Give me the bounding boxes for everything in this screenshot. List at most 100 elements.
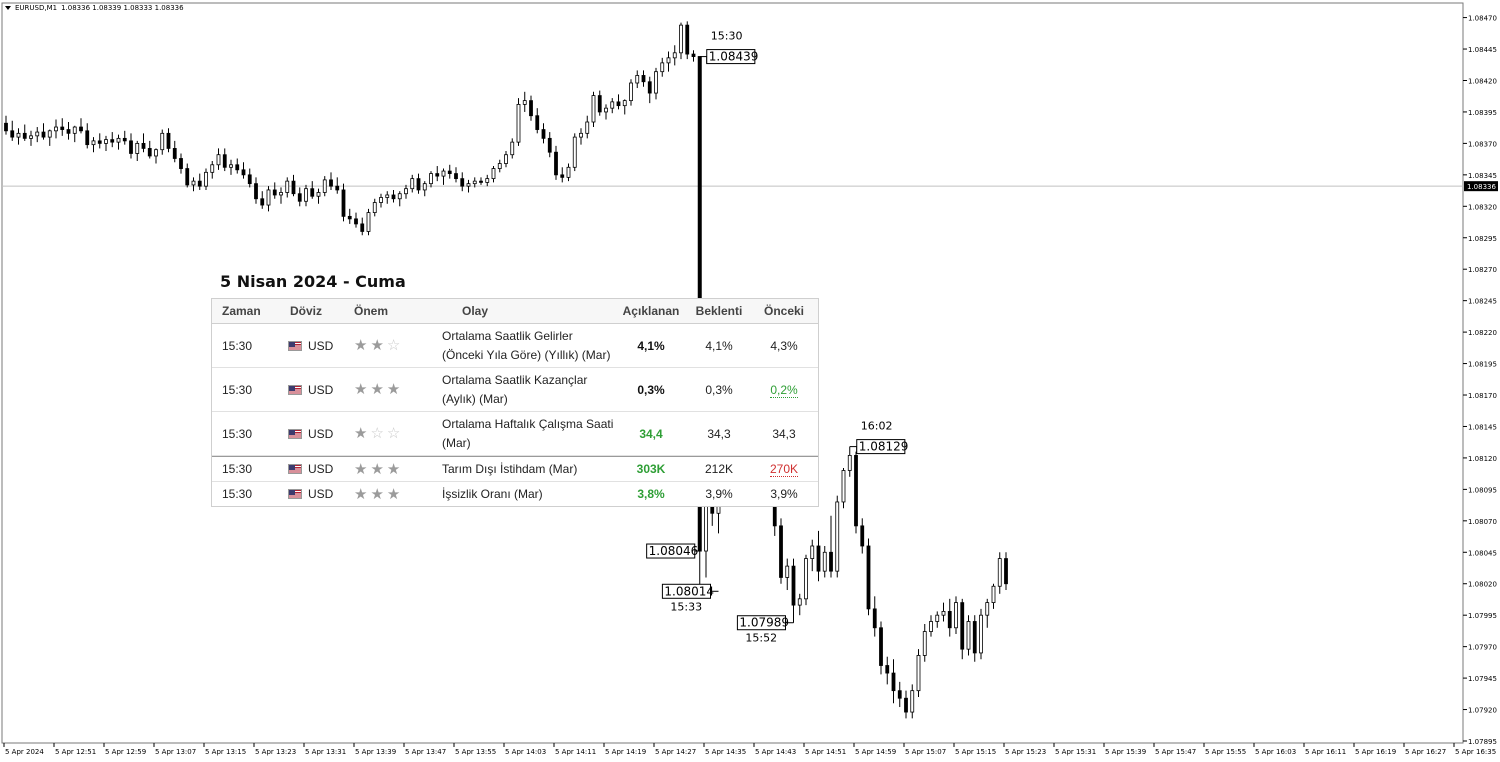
candle-down	[460, 178, 465, 187]
price-tick-label: 1.08120	[1468, 455, 1497, 463]
candle-down	[885, 665, 890, 674]
candle-down	[310, 188, 315, 197]
importance-stars: ★ ★ ★	[344, 487, 428, 502]
candle-up	[372, 202, 377, 213]
header-previous: Önceki	[763, 304, 805, 318]
previous-value-text: 4,3%	[770, 338, 798, 353]
currency-cell: USD	[274, 383, 344, 397]
importance-stars: ★ ☆ ☆	[344, 426, 428, 441]
candle-up	[910, 690, 915, 713]
currency-code: USD	[308, 426, 334, 441]
time-tick-label: 5 Apr 16:11	[1305, 748, 1346, 756]
previous-value: 34,3	[752, 427, 816, 441]
price-tick-label: 1.08445	[1468, 46, 1497, 54]
time-tick-label: 5 Apr 16:27	[1405, 748, 1446, 756]
candle-up	[954, 602, 958, 629]
event-name: Ortalama Saatlik Kazançlar (Aylık) (Mar)	[428, 371, 616, 409]
event-time-text: 15:30	[222, 382, 253, 397]
candle-down	[235, 164, 240, 171]
header-event: Olay	[462, 303, 489, 318]
annotation-time-label: 16:02	[861, 420, 893, 433]
us-flag-icon	[288, 384, 302, 395]
actual-value-text: 0,3%	[637, 382, 665, 397]
candle-down	[529, 100, 533, 117]
candle-down	[185, 168, 190, 186]
candle-up	[585, 121, 590, 134]
annotation-price-label: 1.08014	[664, 584, 714, 598]
candle-down	[147, 148, 152, 157]
symbol-label: EURUSD,M1	[15, 4, 58, 12]
candle-up	[610, 101, 615, 109]
actual-value: 0,3%	[616, 383, 686, 397]
candle-up	[516, 103, 521, 143]
candle-down	[297, 193, 302, 202]
candle-down	[616, 101, 621, 107]
candle-up	[622, 100, 627, 107]
actual-value: 3,8%	[616, 487, 686, 501]
candle-down	[85, 130, 90, 146]
candle-down	[247, 174, 252, 185]
header-time: Zaman	[222, 304, 261, 318]
price-tick-label: 1.07970	[1468, 644, 1497, 652]
price-tick-label: 1.08295	[1468, 235, 1497, 243]
candle-down	[329, 179, 333, 187]
star-empty-icon: ☆	[386, 425, 401, 442]
candle-up	[672, 52, 677, 59]
previous-value-text: 0,2%	[770, 382, 798, 398]
time-tick-label: 5 Apr 13:07	[155, 748, 196, 756]
star-filled-icon: ★	[370, 460, 384, 478]
candle-up	[229, 164, 233, 168]
candle-up	[497, 163, 502, 169]
candle-down	[560, 174, 565, 178]
star-filled-icon: ★	[354, 485, 368, 503]
candle-up	[16, 132, 21, 138]
forecast-value: 0,3%	[686, 383, 752, 397]
time-tick-label: 5 Apr 12:59	[105, 748, 146, 756]
candle-up	[929, 621, 933, 632]
star-filled-icon: ★	[370, 381, 384, 398]
star-filled-icon: ★	[354, 337, 368, 354]
candle-up	[822, 551, 827, 572]
forecast-value-text: 0,3%	[705, 382, 733, 397]
candle-up	[991, 585, 996, 604]
candle-down	[904, 697, 908, 713]
candle-down	[791, 565, 796, 606]
candle-up	[579, 132, 583, 138]
previous-value-text: 34,3	[772, 426, 796, 441]
candle-up	[266, 189, 271, 206]
candle-down	[4, 122, 8, 132]
candle-up	[116, 137, 121, 143]
event-name-line1: Ortalama Haftalık Çalışma Saati	[442, 416, 614, 431]
candle-up	[404, 188, 408, 195]
event-time: 15:30	[212, 487, 274, 501]
time-tick-label: 5 Apr 2024	[5, 748, 44, 756]
actual-value-text: 3,8%	[637, 487, 665, 501]
candle-up	[660, 62, 665, 73]
forecast-value-text: 34,3	[707, 426, 731, 441]
candle-down	[960, 602, 965, 650]
time-tick-label: 5 Apr 15:15	[955, 748, 996, 756]
candle-up	[591, 95, 596, 123]
forecast-value: 3,9%	[686, 487, 752, 501]
candle-up	[522, 100, 527, 105]
time-tick-label: 5 Apr 13:55	[455, 748, 496, 756]
candle-up	[985, 602, 990, 616]
event-name-line2: (Aylık) (Mar)	[442, 391, 508, 406]
candle-up	[385, 194, 390, 198]
candle-down	[22, 132, 27, 139]
candle-up	[54, 126, 58, 132]
candle-down	[947, 611, 952, 629]
collapse-triangle-icon[interactable]	[5, 6, 11, 10]
forecast-value-text: 4,1%	[705, 338, 733, 353]
candle-up	[210, 164, 215, 173]
time-tick-label: 5 Apr 16:03	[1255, 748, 1296, 756]
candle-up	[841, 470, 846, 503]
time-tick-label: 5 Apr 14:03	[505, 748, 546, 756]
candle-up	[216, 154, 221, 166]
annotation-box	[736, 615, 787, 631]
candle-up	[160, 132, 165, 151]
candle-up	[504, 154, 508, 164]
candle-up	[91, 140, 96, 146]
candle-up	[191, 180, 196, 186]
previous-value: 0,2%	[752, 382, 816, 398]
